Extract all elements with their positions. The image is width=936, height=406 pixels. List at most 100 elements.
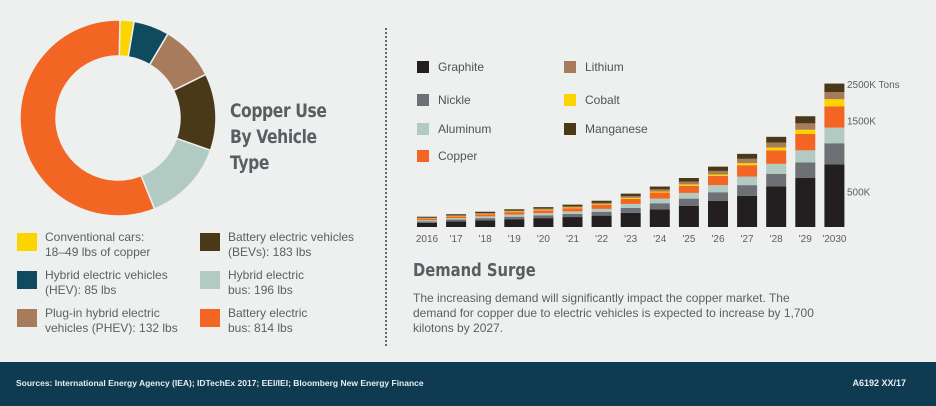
donut-legend-swatch: [17, 233, 37, 251]
x-tick-label: '27: [741, 234, 754, 245]
bar-segment-cobalt: [708, 174, 728, 176]
bar-legend-swatch: [417, 94, 429, 106]
donut-title-line-2: By Vehicle Type: [230, 126, 317, 174]
bar-legend-label: Lithium: [585, 60, 624, 74]
bar-segment-graphite: [708, 200, 728, 227]
x-tick-label: '2030: [822, 234, 847, 245]
bar-legend-label: Copper: [438, 149, 478, 163]
bar-segment-manganese: [737, 153, 758, 159]
donut-legend-swatch: [17, 271, 37, 289]
y-tick-label: 2500K Tons: [847, 80, 900, 91]
donut-legend-label: Battery electric vehicles (BEVs): 183 lbs: [228, 230, 355, 259]
bar-segment-copper: [795, 133, 816, 151]
bar-legend-label: Manganese: [585, 122, 648, 136]
donut-legend-swatch: [200, 309, 220, 327]
bar-segment-copper: [678, 185, 699, 193]
bar-segment-nickle: [824, 143, 845, 165]
bar-segment-cobalt: [620, 197, 641, 199]
bar-legend-item-lithium: Lithium: [564, 60, 624, 74]
bar-segment-lithium: [591, 202, 612, 205]
bar-segment-graphite: [824, 164, 845, 227]
bar-segment-graphite: [475, 220, 496, 227]
bar-segment-lithium: [620, 196, 641, 198]
x-tick-label: '23: [624, 234, 637, 245]
bar-segment-manganese: [417, 216, 437, 218]
surge-text: The increasing demand will significantly…: [413, 291, 814, 335]
bar-segment-manganese: [708, 166, 728, 171]
y-tick-label: 1500K: [847, 117, 876, 128]
bar-segment-copper: [591, 204, 612, 209]
bar-segment-copper: [824, 106, 845, 128]
donut-legend-swatch: [17, 309, 37, 327]
bar-segment-manganese: [620, 193, 641, 197]
bar-segment-manganese: [562, 204, 583, 207]
bar-segment-aluminum: [708, 185, 728, 193]
bar-segment-aluminum: [737, 176, 758, 186]
bar-segment-manganese: [795, 116, 816, 124]
bar-segment-nickle: [678, 198, 699, 206]
bar-segment-graphite: [737, 195, 758, 227]
bar-segment-graphite: [562, 217, 583, 227]
bar-segment-copper: [766, 150, 787, 164]
bar-segment-copper: [475, 214, 496, 217]
bar-segment-manganese: [446, 214, 467, 216]
bar-legend-label: Graphite: [438, 60, 485, 74]
bar-segment-nickle: [737, 185, 758, 196]
x-tick-label: '21: [566, 234, 579, 245]
bar-segment-graphite: [446, 221, 467, 227]
bar-segment-aluminum: [649, 198, 670, 204]
bar-segment-cobalt: [824, 99, 845, 107]
bar-legend-item-aluminum: Aluminum: [417, 122, 491, 136]
bar-segment-nickle: [708, 192, 728, 201]
bar-segment-copper: [620, 198, 641, 204]
donut-legend-label: Conventional cars: 18–49 lbs of copper: [45, 230, 151, 259]
bar-segment-copper: [504, 212, 525, 215]
x-tick-label: '29: [799, 234, 812, 245]
bar-segment-aluminum: [504, 214, 525, 217]
x-tick-label: '24: [653, 234, 666, 245]
donut-legend-label: Plug-in hybrid electric vehicles (PHEV): …: [45, 306, 178, 335]
bar-segment-manganese: [533, 207, 554, 209]
bar-segment-lithium: [824, 92, 845, 100]
bar-segment-copper: [737, 165, 758, 177]
bar-segment-graphite: [678, 205, 699, 227]
x-tick-label: '26: [711, 234, 724, 245]
donut-legend-item-5: Battery electric bus: 814 lbs: [200, 306, 307, 336]
donut-title: Copper Use By Vehicle Type: [230, 98, 345, 176]
bar-legend-swatch: [564, 123, 576, 135]
bar-segment-graphite: [417, 222, 437, 227]
x-tick-label: '28: [770, 234, 783, 245]
donut-legend-label: Hybrid electric vehicles (HEV): 85 lbs: [45, 268, 168, 297]
x-tick-label: '20: [537, 234, 550, 245]
bar-segment-graphite: [504, 219, 525, 227]
bar-legend-label: Aluminum: [438, 122, 492, 136]
donut-legend-item-4: Hybrid electric bus: 196 lbs: [200, 268, 304, 298]
x-tick-label: 2016: [416, 234, 439, 245]
bar-segment-cobalt: [562, 207, 583, 209]
bar-segment-aluminum: [446, 218, 467, 220]
bar-segment-graphite: [649, 209, 670, 227]
bar-segment-nickle: [649, 203, 670, 210]
x-tick-label: '25: [682, 234, 695, 245]
bar-segment-nickle: [562, 213, 583, 218]
bar-legend-item-graphite: Graphite: [417, 60, 484, 74]
bar-segment-aluminum: [562, 211, 583, 214]
bar-segment-aluminum: [795, 150, 816, 163]
donut-panel: Copper Use By Vehicle Type Conventional …: [0, 0, 380, 362]
dotted-divider: [385, 28, 387, 346]
bar-legend-item-manganese: Manganese: [564, 122, 648, 136]
bar-segment-lithium: [678, 181, 699, 185]
bar-segment-manganese: [766, 136, 787, 143]
bar-segment-nickle: [417, 221, 437, 223]
y-tick-label: 500K: [847, 188, 871, 199]
bar-legend-item-copper: Copper: [417, 149, 477, 163]
donut-legend-item-3: Battery electric vehicles (BEVs): 183 lbs: [200, 230, 354, 260]
bar-segment-manganese: [678, 178, 699, 182]
bar-segment-cobalt: [678, 184, 699, 186]
bar-segment-aluminum: [475, 216, 496, 219]
bar-segment-cobalt: [533, 209, 554, 211]
bar-segment-aluminum: [417, 220, 437, 222]
bar-segment-copper: [708, 175, 728, 186]
donut-slice-5: [19, 19, 156, 217]
bar-legend-item-cobalt: Cobalt: [564, 93, 620, 107]
